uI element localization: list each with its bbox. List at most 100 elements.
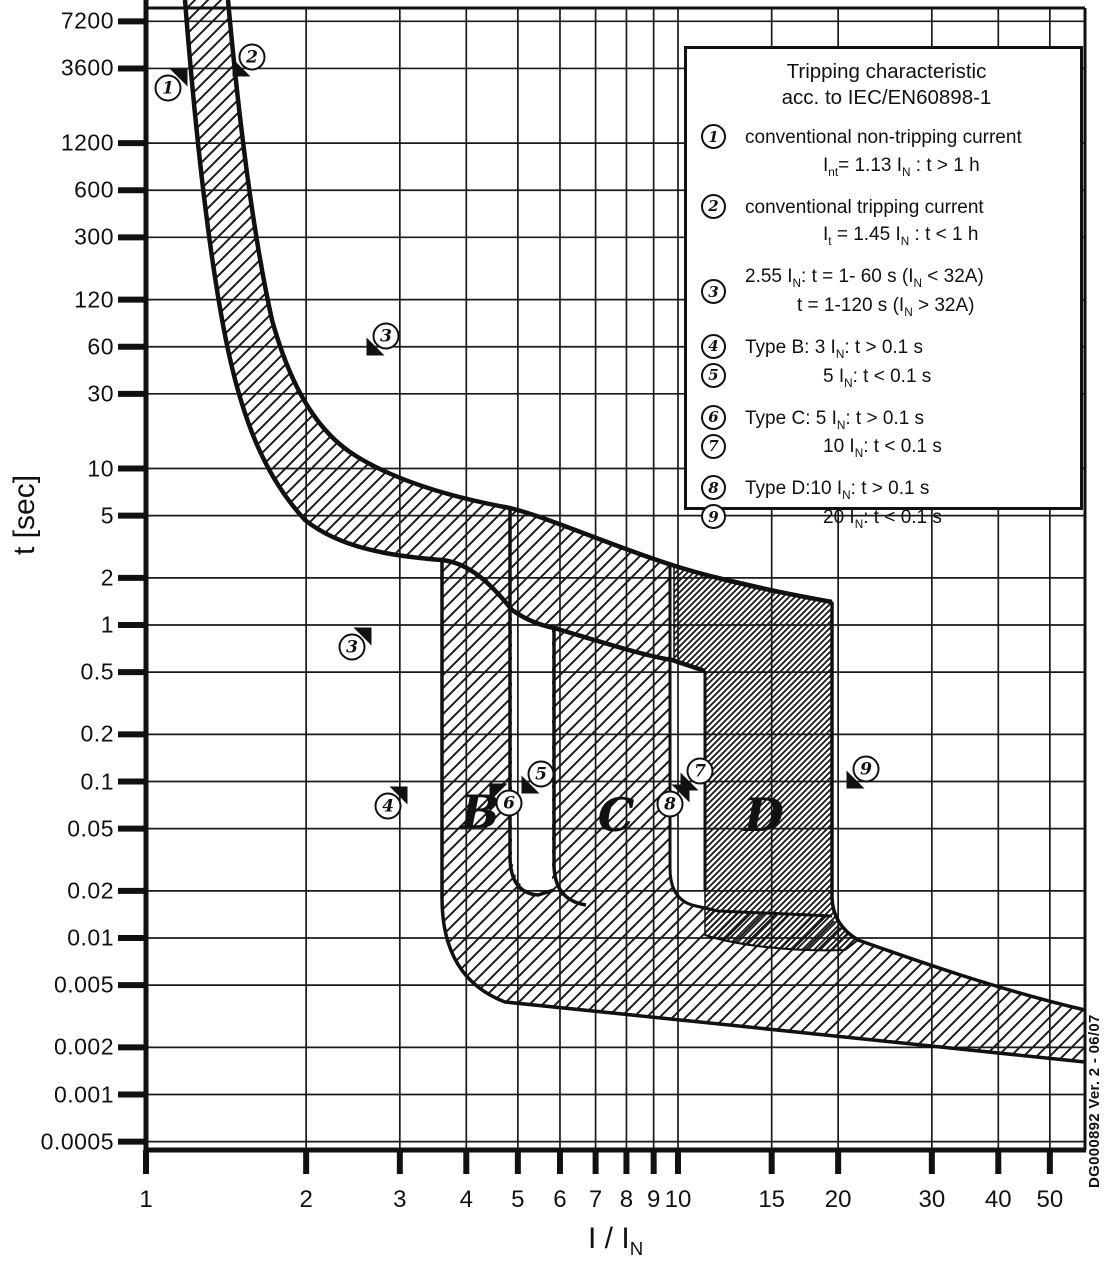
y-tick-label: 0.1 xyxy=(80,768,114,794)
y-tick-label: 5 xyxy=(100,502,114,529)
legend-line: Type B: 3 IN: t > 0.1 s xyxy=(745,336,924,361)
y-tick-label: 1 xyxy=(100,611,114,638)
chart-marker-7: 7 xyxy=(680,757,714,791)
marker-circle: 3 xyxy=(372,322,400,350)
band-letter-B: B xyxy=(460,785,500,839)
circled-number-2: 2 xyxy=(701,193,726,219)
circled-number-8: 8 xyxy=(701,475,726,501)
legend-item-text: conventional tripping current It = 1.45 I… xyxy=(745,194,1072,250)
legend-item-text: Type C: 5 IN: t > 0.1 s 10 IN: t < 0.1 s xyxy=(745,405,1072,463)
type-d-bottom-edge xyxy=(704,934,859,952)
x-tick-label: 9 xyxy=(646,1186,661,1213)
circled-number-5: 5 xyxy=(701,362,726,388)
legend-item-text: Type D:10 IN: t > 0.1 s 20 IN: t < 0.1 s xyxy=(745,475,1072,533)
circled-number-6: 6 xyxy=(701,404,726,430)
chart-marker-4: 4 xyxy=(374,786,408,820)
legend-box: Tripping characteristic acc. to IEC/EN60… xyxy=(684,46,1083,531)
circled-number-3: 3 xyxy=(701,279,726,305)
legend-item-numbers: 1 xyxy=(701,124,731,150)
x-tick-label: 15 xyxy=(758,1186,786,1213)
type-c-upper-limit xyxy=(668,565,833,918)
marker-flag-icon xyxy=(680,772,699,791)
legend-line: Type D:10 IN: t > 0.1 s xyxy=(745,478,930,503)
x-tick-label: 10 xyxy=(664,1186,692,1213)
y-tick-label: 0.02 xyxy=(67,877,114,904)
y-tick-label: 0.001 xyxy=(53,1081,114,1107)
legend-line: t = 1-120 s (IN > 32A) xyxy=(797,294,975,319)
legend-items: 1 conventional non-tripping current Int= 1… xyxy=(701,124,1072,533)
x-tick-label: 20 xyxy=(824,1186,852,1213)
y-tick-label: 10 xyxy=(87,455,114,481)
x-tick-label: 50 xyxy=(1036,1186,1064,1213)
legend-line: 20 IN: t < 0.1 s xyxy=(823,507,942,532)
type-b-lower-limit xyxy=(440,560,1086,1064)
y-tick-label: 0.05 xyxy=(67,815,114,842)
plot-frame xyxy=(118,0,1087,1174)
thermal-and-bc-band-fill xyxy=(185,0,1085,1062)
legend-title-line2: acc. to IEC/EN60898-1 xyxy=(781,85,992,109)
y-tick-label: 2 xyxy=(100,564,114,591)
legend-line: 2.55 IN: t = 1- 60 s (IN < 32A) xyxy=(745,266,984,290)
circled-number-7: 7 xyxy=(701,433,726,459)
marker-flag-icon xyxy=(671,784,690,803)
x-tick-label: 40 xyxy=(984,1186,1012,1213)
legend-item-group: 1 conventional non-tripping current Int= 1… xyxy=(701,124,1072,180)
legend-item-group: 2 conventional tripping current It = 1.45 … xyxy=(701,193,1072,250)
chart-marker-8: 8 xyxy=(656,784,690,818)
y-tick-label: 60 xyxy=(87,333,114,360)
type-d-upper-limit xyxy=(830,602,1086,1012)
x-tick-label: 30 xyxy=(918,1186,946,1213)
legend-item-group: 3 2.55 IN: t = 1- 60 s (IN < 32A) t = 1-12… xyxy=(701,263,1072,321)
x-tick-label: 7 xyxy=(588,1186,603,1213)
y-tick-label: 120 xyxy=(74,286,114,313)
y-tick-label: 30 xyxy=(87,380,114,407)
y-tick-label: 1200 xyxy=(60,129,114,156)
band-letter-C: C xyxy=(597,788,635,842)
chart-marker-2: 2 xyxy=(232,43,266,77)
marker-flag-icon xyxy=(521,775,540,794)
y-tick-label: 0.2 xyxy=(80,720,114,747)
marker-flag-icon xyxy=(353,627,372,646)
chart-marker-1: 1 xyxy=(154,68,188,102)
x-axis-title: I / IN xyxy=(588,1222,644,1259)
marker-circle: 1 xyxy=(154,74,182,102)
y-tick-label: 0.5 xyxy=(80,658,114,685)
x-tick-label: 2 xyxy=(299,1186,313,1213)
x-tick-label: 8 xyxy=(619,1186,634,1213)
marker-flag-icon xyxy=(366,337,385,356)
chart-marker-9: 9 xyxy=(846,755,880,789)
legend-item-text: Type B: 3 IN: t > 0.1 s 5 IN: t < 0.1 s xyxy=(745,334,1072,392)
legend-item-numbers: 3 xyxy=(701,279,731,305)
marker-circle: 4 xyxy=(374,792,402,820)
marker-flag-icon xyxy=(232,58,251,77)
y-tick-label: 0.005 xyxy=(53,971,114,998)
x-tick-label: 3 xyxy=(393,1186,407,1213)
upper-thermal-curve xyxy=(225,0,833,605)
type-b-upper-limit xyxy=(508,508,555,897)
tripping-bands xyxy=(182,0,1086,1064)
y-tick-label: 600 xyxy=(74,176,114,203)
x-tick-label: 1 xyxy=(139,1186,153,1213)
chart-marker-6: 6 xyxy=(489,783,523,817)
y-tick-label: 300 xyxy=(74,223,114,250)
marker-flag-icon xyxy=(846,770,865,789)
marker-circle: 3 xyxy=(338,633,366,661)
marker-flag-icon xyxy=(489,783,508,802)
marker-circle: 5 xyxy=(527,760,555,788)
legend-item-group: 6 7 Type C: 5 IN: t > 0.1 s 10 IN: t < 0.1 … xyxy=(701,404,1072,463)
marker-flag-icon xyxy=(169,68,188,87)
legend-item-group: 8 9 Type D:10 IN: t > 0.1 s 20 IN: t < 0.1 … xyxy=(701,475,1072,533)
band-letter-D: D xyxy=(744,788,784,842)
document-reference-note: DG000892 Ver. 2 - 06/07 xyxy=(1086,1014,1103,1188)
type-c-lower-limit xyxy=(552,628,587,907)
y-tick-label: 7200 xyxy=(60,7,114,34)
y-tick-label: 0.0005 xyxy=(40,1128,114,1155)
y-axis-title: t [sec] xyxy=(8,474,41,555)
x-tick-label: 4 xyxy=(459,1186,473,1213)
marker-flag-icon xyxy=(389,786,408,805)
